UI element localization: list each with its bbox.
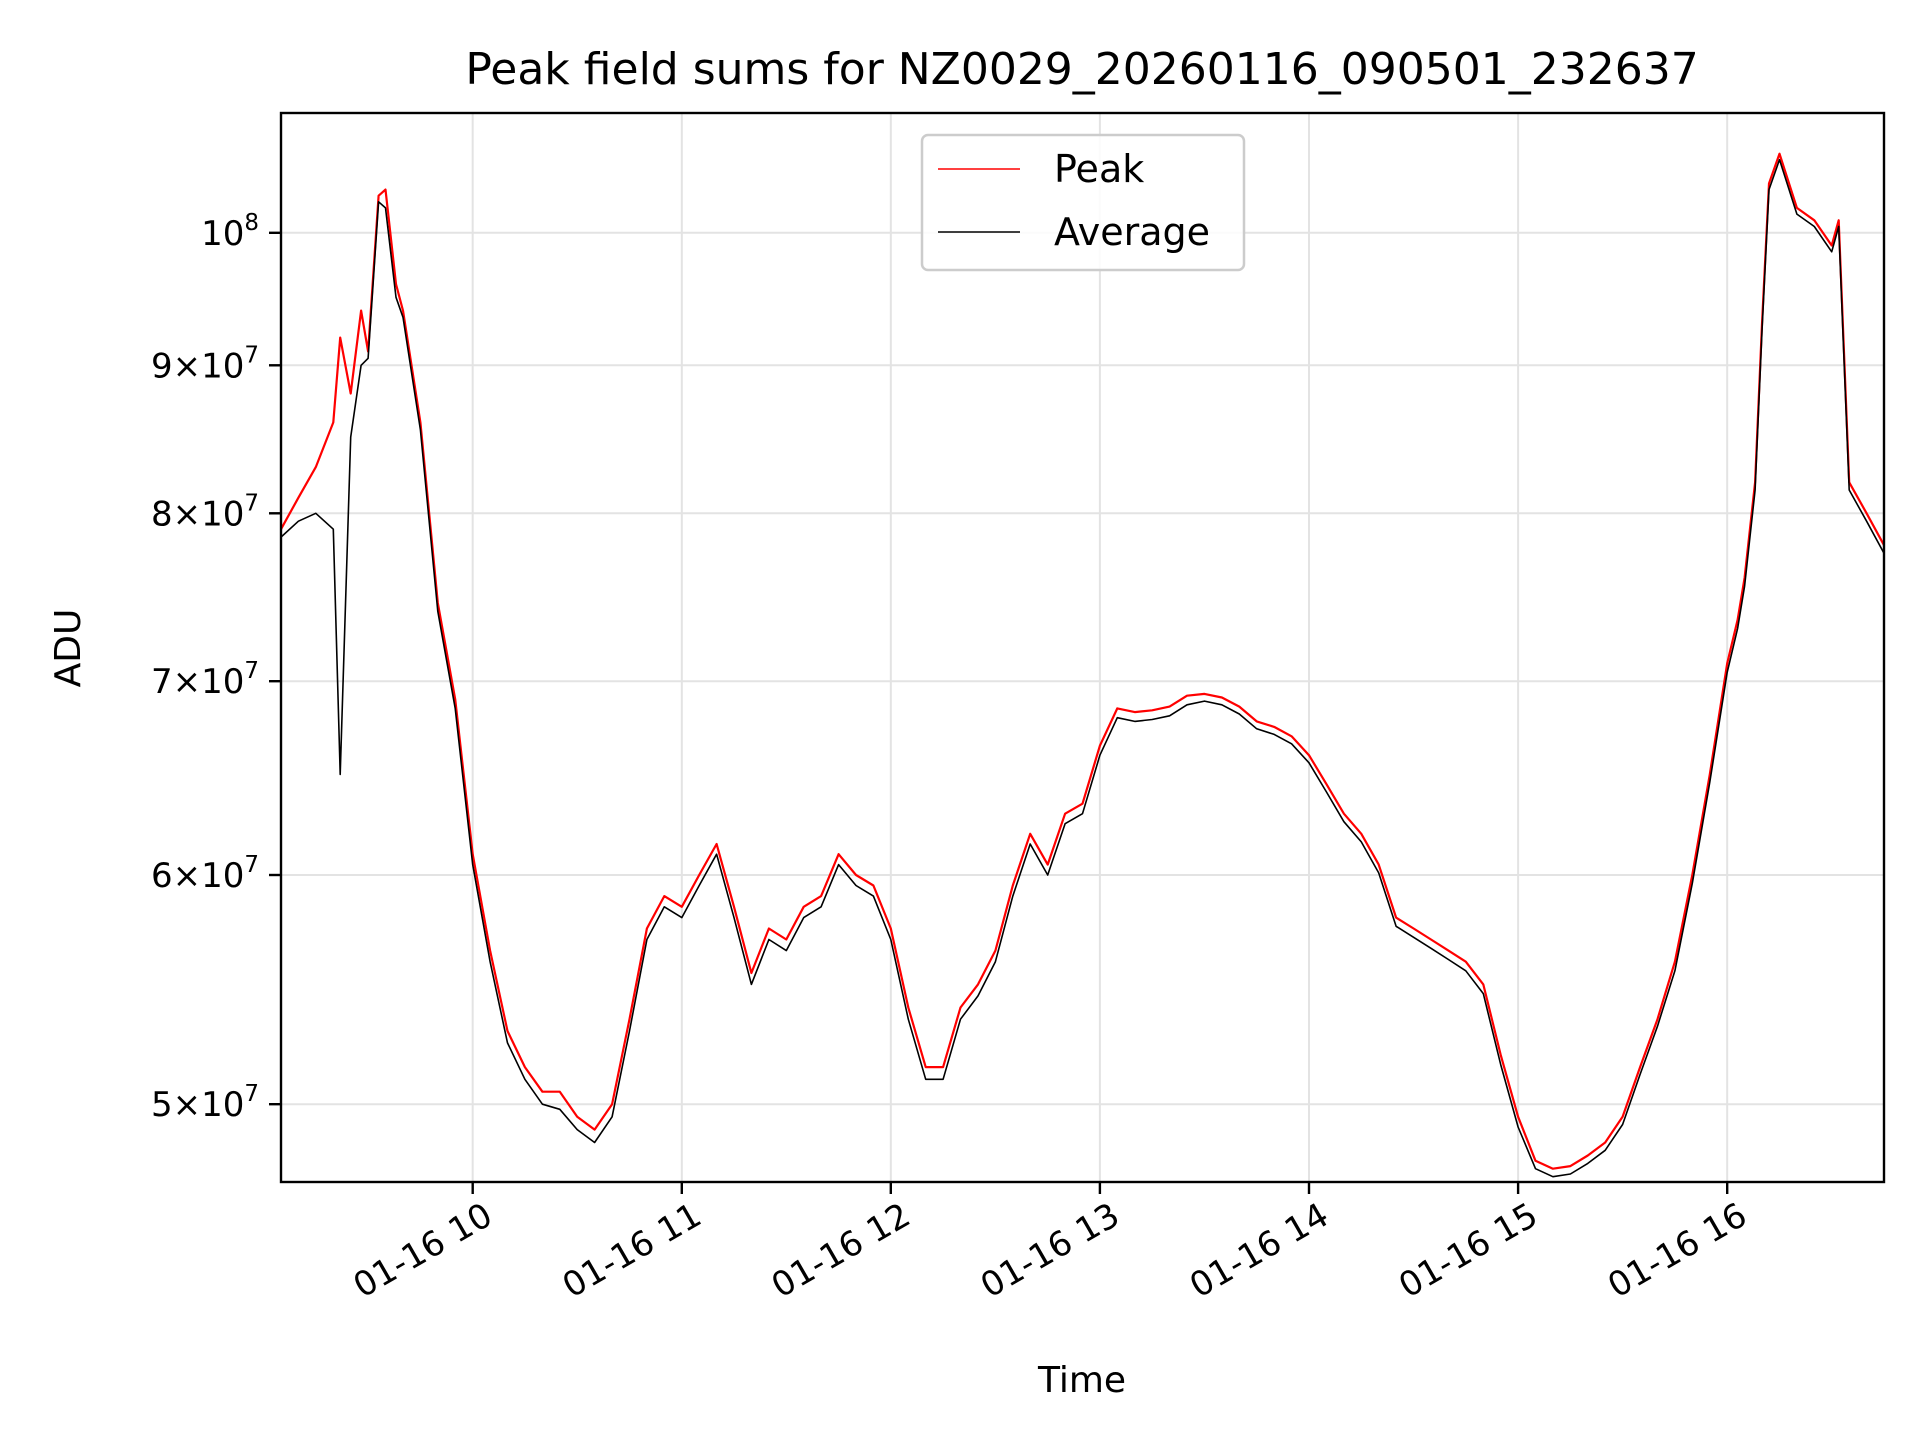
legend-label-peak: Peak xyxy=(1054,147,1144,191)
series-line-average xyxy=(280,158,1885,1178)
y-tick-label: 9×107 xyxy=(151,342,259,386)
series-line-peak xyxy=(280,152,1885,1170)
legend-label-average: Average xyxy=(1054,210,1210,254)
legend: Peak Average xyxy=(920,133,1246,272)
x-axis-label: Time xyxy=(1037,1360,1126,1401)
y-tick-label: 108 xyxy=(201,210,259,254)
y-axis: 5×107 6×107 7×107 8×107 9×107 108 xyxy=(151,210,281,1125)
plot-frame xyxy=(279,111,1886,1184)
y-tick-label: 7×107 xyxy=(151,658,259,702)
y-tick-label: 5×107 xyxy=(151,1081,259,1125)
y-tick-label: 6×107 xyxy=(151,852,259,896)
chart-title: Peak field sums for NZ0029_20260116_0905… xyxy=(465,44,1698,95)
y-tick-label: 8×107 xyxy=(151,490,259,534)
series-lines xyxy=(280,152,1885,1178)
y-axis-label: ADU xyxy=(48,609,89,688)
grid xyxy=(281,113,1884,1182)
